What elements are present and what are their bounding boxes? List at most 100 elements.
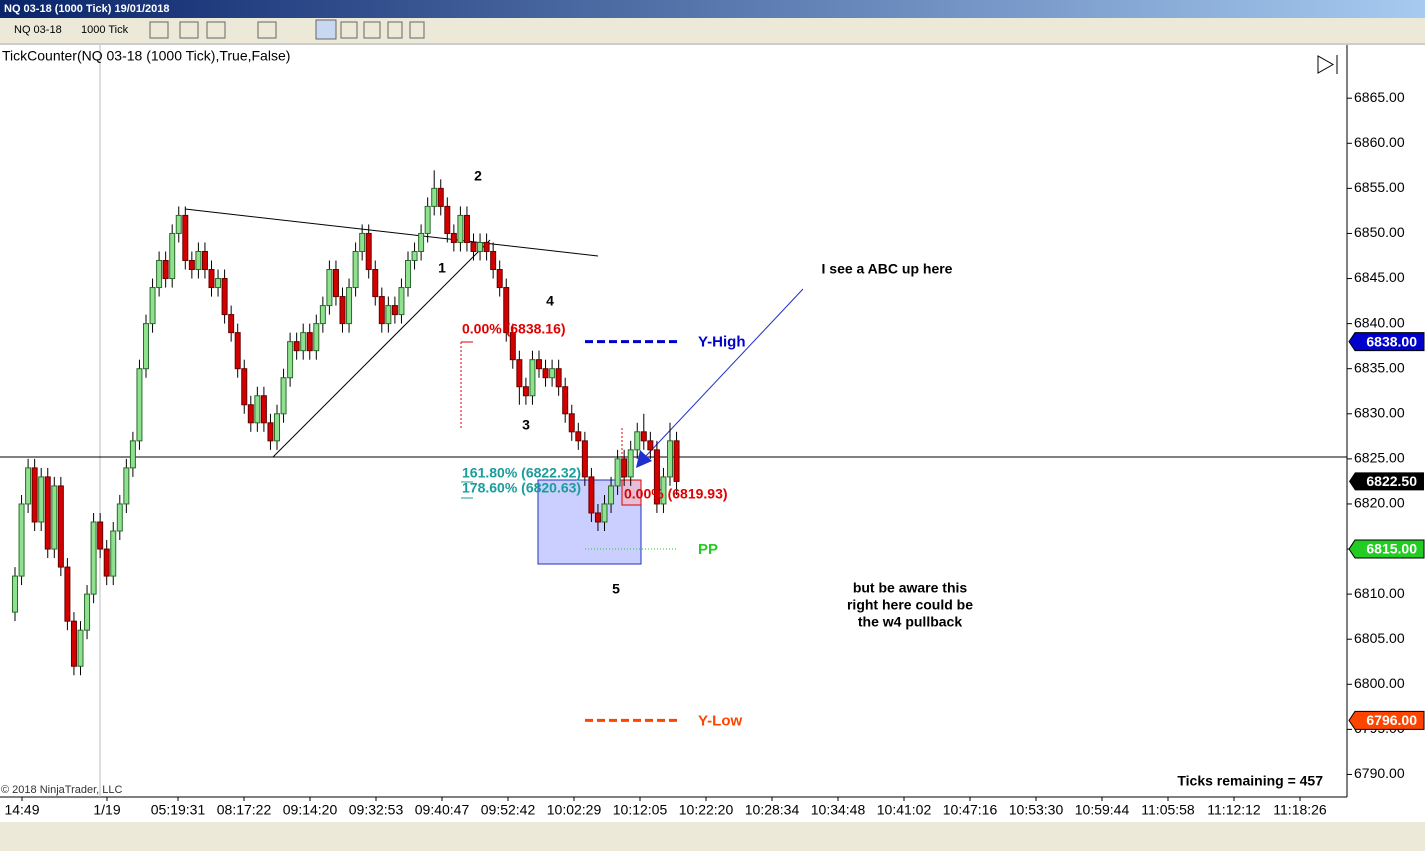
fib-label: 178.60% (6820.63) bbox=[462, 480, 581, 496]
candle-body bbox=[667, 440, 673, 478]
candle-body bbox=[313, 323, 320, 352]
candle-body bbox=[621, 458, 628, 478]
title-bar bbox=[0, 0, 1425, 18]
y-tick-label: 6810.00 bbox=[1354, 585, 1405, 601]
icon[interactable] bbox=[149, 21, 169, 39]
candle-body bbox=[640, 431, 647, 442]
fib-box bbox=[621, 479, 642, 506]
instrument-select[interactable]: NQ 03-18 bbox=[14, 24, 62, 36]
icon[interactable] bbox=[206, 21, 226, 39]
toolbar bbox=[0, 18, 1425, 43]
candle-body bbox=[287, 341, 294, 379]
y-tick-label: 6825.00 bbox=[1354, 450, 1405, 466]
note: but be aware this bbox=[853, 580, 968, 596]
y-tick-label: 6855.00 bbox=[1354, 179, 1405, 195]
price-flag-label: 6815.00 bbox=[1366, 541, 1417, 557]
icon[interactable] bbox=[363, 21, 381, 39]
icon[interactable] bbox=[409, 21, 425, 39]
candle-body bbox=[162, 260, 169, 280]
candle-body bbox=[129, 440, 136, 469]
candle-body bbox=[300, 332, 307, 352]
y-tick-label: 6830.00 bbox=[1354, 404, 1405, 420]
price-flag bbox=[1348, 710, 1425, 730]
candle-body bbox=[549, 368, 556, 379]
x-tick-label: 11:18:26 bbox=[1273, 802, 1327, 818]
candle-body bbox=[457, 214, 464, 243]
candle-body bbox=[84, 593, 91, 631]
candle-body bbox=[391, 305, 398, 316]
wave-label: 3 bbox=[522, 417, 530, 433]
candle-body bbox=[228, 314, 235, 334]
candle-body bbox=[51, 485, 58, 550]
price-flag bbox=[1348, 539, 1425, 559]
candle-body bbox=[64, 566, 71, 622]
candle-body bbox=[103, 548, 110, 577]
x-tick-label: 11:12:12 bbox=[1207, 802, 1261, 818]
candle-body bbox=[431, 187, 438, 207]
candle-body bbox=[365, 232, 372, 271]
candle-body bbox=[57, 485, 64, 568]
icon[interactable] bbox=[387, 21, 403, 39]
candle-body bbox=[110, 530, 117, 577]
x-tick-label: 10:22:20 bbox=[679, 802, 734, 818]
y-tick-label: 6820.00 bbox=[1354, 495, 1405, 511]
fib-label: 0.00% (6838.16) bbox=[462, 321, 566, 337]
candle-body bbox=[594, 512, 601, 523]
candle-body bbox=[254, 395, 261, 424]
candle-body bbox=[483, 241, 490, 252]
price-flag bbox=[1348, 332, 1425, 352]
candle-body bbox=[241, 368, 248, 406]
candle-body bbox=[601, 503, 608, 523]
note: I see a ABC up here bbox=[822, 261, 953, 277]
candle-body bbox=[306, 332, 313, 352]
plot bbox=[12, 170, 680, 676]
candle-body bbox=[477, 241, 484, 252]
current-price-label: 6822.50 bbox=[1366, 473, 1417, 489]
y-tick-label: 6865.00 bbox=[1354, 89, 1405, 105]
icon[interactable] bbox=[257, 21, 277, 39]
wave-label: 5 bbox=[612, 581, 620, 597]
candle-body bbox=[450, 232, 457, 243]
icon[interactable] bbox=[1317, 55, 1335, 74]
y-tick-label: 6840.00 bbox=[1354, 314, 1405, 330]
scroll-end-icon[interactable] bbox=[1317, 55, 1338, 74]
candle-body bbox=[97, 521, 104, 550]
x-tick-label: 10:12:05 bbox=[613, 802, 668, 818]
chart-title: TickCounter(NQ 03-18 (1000 Tick),True,Fa… bbox=[2, 48, 290, 64]
candle-body bbox=[588, 476, 595, 514]
x-tick-label: 09:52:42 bbox=[481, 802, 536, 818]
candle-body bbox=[536, 359, 542, 370]
icon[interactable] bbox=[315, 19, 337, 40]
candle-body bbox=[372, 269, 379, 298]
candle-body bbox=[38, 476, 45, 523]
x-tick-label: 10:28:34 bbox=[745, 802, 800, 818]
x-tick-label: 08:17:22 bbox=[217, 802, 272, 818]
icon[interactable] bbox=[340, 21, 358, 39]
candle-body bbox=[123, 467, 130, 505]
candle-body bbox=[339, 296, 346, 325]
y-tick-label: 6845.00 bbox=[1354, 269, 1405, 285]
candle-body bbox=[608, 485, 615, 505]
candle-body bbox=[332, 269, 339, 298]
candle-body bbox=[581, 440, 588, 478]
icon[interactable] bbox=[179, 21, 199, 39]
x-tick-label: 05:19:31 bbox=[151, 802, 206, 818]
period-select[interactable]: 1000 Tick bbox=[81, 24, 129, 36]
level-name: PP bbox=[698, 541, 718, 558]
candle-body bbox=[385, 305, 392, 325]
x-tick-label: 10:53:30 bbox=[1009, 802, 1064, 818]
candle-body bbox=[470, 241, 477, 252]
candle-body bbox=[463, 214, 470, 243]
candle-body bbox=[509, 332, 516, 361]
x-tick-label: 10:41:02 bbox=[877, 802, 932, 818]
copyright: © 2018 NinjaTrader, LLC bbox=[1, 784, 122, 796]
candle-body bbox=[647, 440, 654, 451]
candle-body bbox=[18, 503, 25, 577]
candle-body bbox=[437, 187, 444, 207]
candle-body bbox=[378, 296, 385, 325]
candle-body bbox=[182, 214, 189, 262]
candle-body bbox=[31, 467, 38, 523]
candle-body bbox=[149, 287, 156, 325]
candle-body bbox=[215, 278, 222, 289]
